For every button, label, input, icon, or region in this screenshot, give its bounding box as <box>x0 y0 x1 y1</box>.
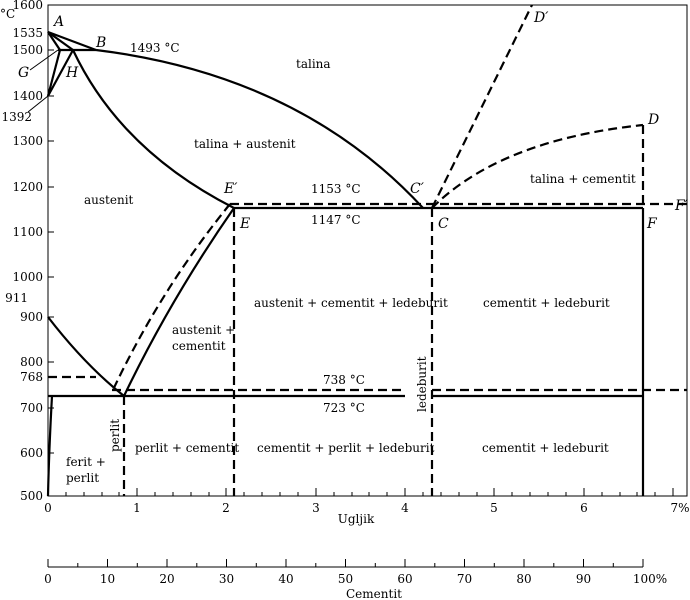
x-tick-label: 1 <box>133 501 141 515</box>
y-tick-label: 1300 <box>12 134 43 148</box>
line-PQ <box>46 395 54 497</box>
point-D-prime: D′ <box>533 10 549 26</box>
cementit-tick-label: 80 <box>516 572 531 586</box>
region-cementit-perlit-ledeburit: cementit + perlit + ledeburit <box>257 441 435 455</box>
dashed-phase-lines <box>48 4 687 496</box>
y-tick-label: 1000 <box>12 270 43 284</box>
cementit-tick-label: 90 <box>576 572 591 586</box>
cementit-tick-label: 20 <box>159 572 174 586</box>
cementit-tick-label: 70 <box>457 572 472 586</box>
region-austenit-cementit-line1: austenit + <box>172 323 235 337</box>
leader-1392 <box>27 95 49 113</box>
point-G: G <box>18 65 29 81</box>
liquidus-BC <box>95 48 424 209</box>
plot-frame <box>47 4 688 497</box>
y-tick-label: 1100 <box>12 225 43 239</box>
line-GN <box>46 49 62 97</box>
region-perlit-vertical: perlit <box>108 419 122 452</box>
point-F: F <box>646 216 658 232</box>
y-tick-label: 1600 <box>12 0 43 12</box>
point-C: C <box>438 216 449 232</box>
y-tick-label: 600 <box>20 446 43 460</box>
y-tick-label: 700 <box>20 401 43 415</box>
cementit-tick-label: 0 <box>44 572 52 586</box>
y-tick-label: 1392 <box>1 110 32 124</box>
cementit-tick-label: 30 <box>219 572 234 586</box>
line-AG <box>47 31 61 51</box>
temp-723: 723 °C <box>323 401 365 415</box>
x-tick-label: 7% <box>670 501 689 515</box>
x-tick-label: 0 <box>44 501 52 515</box>
leader-G <box>29 49 59 71</box>
x-tick-label: 5 <box>490 501 498 515</box>
point-E-prime: E′ <box>223 181 238 197</box>
region-cementit-ledeburit-bottom: cementit + ledeburit <box>482 441 609 455</box>
x-axis-ticks <box>47 488 674 496</box>
temp-1493: 1493 °C <box>130 41 180 55</box>
y-tick-label: 500 <box>20 489 43 503</box>
point-labels: A B G H E′ E C′ C D′ D F′ F <box>18 10 689 232</box>
point-H: H <box>65 65 79 81</box>
region-austenit: austenit <box>84 193 134 207</box>
x-axis-labels: 0 1 2 3 4 5 6 7% Ugljik <box>44 501 689 526</box>
region-ferit-perlit-line1: ferit + <box>66 455 106 469</box>
x-axis-title: Ugljik <box>338 512 375 526</box>
region-talina: talina <box>296 57 331 71</box>
y-axis-labels: °C 1600 1535 1500 1400 1392 1300 1200 11… <box>0 0 43 503</box>
cementit-ticks <box>47 559 644 567</box>
region-labels: talina talina + austenit talina + cement… <box>66 57 636 485</box>
x-tick-label: 3 <box>312 501 320 515</box>
region-ledeburit-vertical: ledeburit <box>415 356 429 412</box>
solid-phase-lines <box>46 30 645 497</box>
point-F-prime: F′ <box>674 198 689 214</box>
region-talina-austenit: talina + austenit <box>194 137 296 151</box>
line-E-prime-S-prime <box>111 203 231 393</box>
y-tick-label: 1535 <box>12 26 43 40</box>
cementit-scale: 0 10 20 30 40 50 60 70 80 90 100% Cement… <box>44 559 667 600</box>
x-tick-label: 2 <box>222 501 230 515</box>
region-austenit-cementit-line2: cementit <box>172 339 226 353</box>
y-tick-label: 1400 <box>12 89 43 103</box>
solidus-AH <box>47 31 74 51</box>
point-A: A <box>52 14 64 30</box>
x-tick-label: 4 <box>401 501 409 515</box>
cementit-tick-label: 100% <box>633 572 667 586</box>
y-tick-label: 900 <box>20 310 43 324</box>
region-ferit-perlit-line2: perlit <box>66 471 99 485</box>
solidus-HE <box>72 49 235 209</box>
line-GS <box>47 316 125 397</box>
point-C-prime: C′ <box>410 181 425 197</box>
line-C-prime-D-prime <box>431 4 533 209</box>
temp-738: 738 °C <box>323 373 365 387</box>
temp-1147: 1147 °C <box>311 213 361 227</box>
y-tick-label: 1200 <box>12 180 43 194</box>
solvus-ES <box>123 207 235 397</box>
y-unit-label: °C <box>0 7 15 21</box>
y-tick-label: 800 <box>20 355 43 369</box>
point-B: B <box>95 35 106 51</box>
cementit-tick-label: 40 <box>278 572 293 586</box>
cementit-axis-title: Cementit <box>346 587 402 600</box>
point-D: D <box>647 112 659 128</box>
region-talina-cementit: talina + cementit <box>530 172 636 186</box>
x-tick-label: 6 <box>580 501 588 515</box>
line-C-prime-D <box>431 123 644 209</box>
y-tick-label: 911 <box>5 291 28 305</box>
region-perlit-cementit: perlit + cementit <box>135 441 239 455</box>
region-cementit-ledeburit-top: cementit + ledeburit <box>483 296 610 310</box>
cementit-tick-label: 10 <box>100 572 115 586</box>
y-tick-label: 1500 <box>12 43 43 57</box>
region-austenit-cementit-ledeburit: austenit + cementit + ledeburit <box>254 296 448 310</box>
y-tick-label: 768 <box>20 370 43 384</box>
cementit-tick-label: 50 <box>338 572 353 586</box>
temp-1153: 1153 °C <box>311 182 361 196</box>
temperature-labels: 1493 °C 1153 °C 1147 °C 738 °C 723 °C <box>130 41 365 415</box>
point-E: E <box>239 216 250 232</box>
line-HN <box>47 49 74 97</box>
cementit-tick-label: 60 <box>397 572 412 586</box>
liquidus-AB <box>47 30 97 52</box>
